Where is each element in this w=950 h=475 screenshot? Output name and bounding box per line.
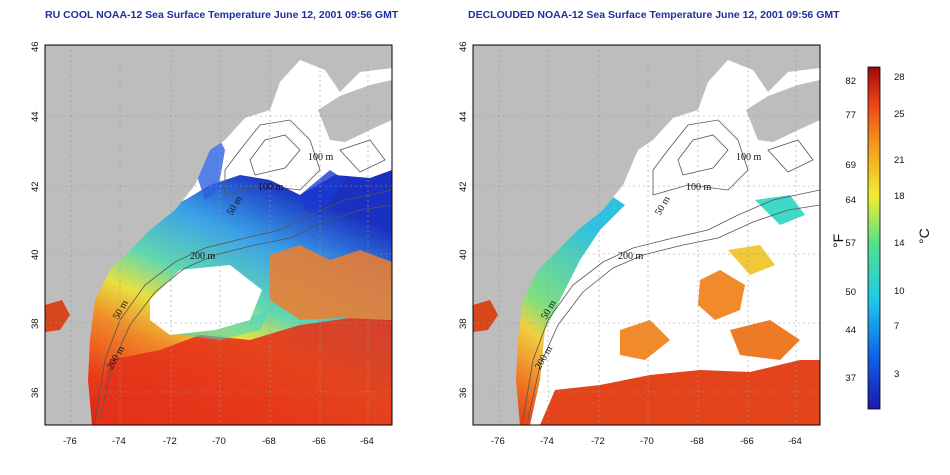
right-sst-warm-south [540, 360, 820, 425]
right-y-tick-label: 38 [458, 318, 469, 329]
left-grid [45, 45, 392, 425]
left-y-tick-label: 36 [30, 387, 41, 398]
left-x-tick-label: -72 [163, 436, 177, 447]
right-contour-label-100m-b: 100 m [686, 182, 712, 193]
left-contour-label-200m-a: 200 m [190, 251, 216, 262]
right-map-panel [473, 45, 820, 425]
right-bathymetry-contours [522, 119, 820, 421]
colorbar-c-tick: 14 [894, 238, 905, 249]
left-sst-orange-core [270, 245, 392, 320]
left-y-axis: 36 38 40 42 44 46 [30, 41, 41, 398]
colorbar-f-tick: 37 [845, 373, 856, 384]
left-y-tick-label: 42 [30, 181, 41, 192]
left-map-title: RU COOL NOAA-12 Sea Surface Temperature … [45, 9, 399, 21]
colorbar-celsius-unit: °C [916, 228, 932, 244]
colorbar-fahrenheit-unit: °F [830, 234, 846, 248]
colorbar-c-tick: 7 [894, 321, 899, 332]
right-land [473, 45, 820, 425]
left-x-tick-label: -76 [63, 436, 77, 447]
right-sst-yellow-patch [728, 245, 775, 275]
colorbar-c-tick: 28 [894, 72, 905, 83]
colorbar-f-tick: 44 [845, 325, 856, 336]
left-bathymetry-contours [94, 119, 392, 421]
right-nova-scotia [746, 80, 820, 142]
colorbar-gradient [867, 66, 881, 410]
colorbar: 82 77 69 64 57 50 44 37 28 25 21 18 14 1… [830, 66, 932, 410]
colorbar-f-tick: 57 [845, 238, 856, 249]
left-y-tick-label: 40 [30, 249, 41, 260]
left-y-tick-label: 38 [30, 318, 41, 329]
colorbar-f-tick: 69 [845, 160, 856, 171]
right-delmarva [473, 300, 498, 332]
colorbar-celsius-ticks: 28 25 21 18 14 10 7 3 [894, 72, 905, 380]
right-y-tick-label: 44 [458, 111, 469, 122]
right-sst-patch-a [698, 270, 745, 320]
left-contour-label-100m-a: 100 m [308, 152, 334, 163]
colorbar-c-tick: 25 [894, 109, 905, 120]
right-x-tick-label: -74 [540, 436, 554, 447]
right-x-tick-label: -66 [740, 436, 754, 447]
right-y-tick-label: 36 [458, 387, 469, 398]
right-contour-label-100m-a: 100 m [736, 152, 762, 163]
colorbar-c-tick: 21 [894, 155, 905, 166]
left-cold-shelf [195, 130, 225, 200]
right-grid [473, 45, 820, 425]
left-x-tick-label: -64 [360, 436, 374, 447]
right-x-tick-label: -72 [591, 436, 605, 447]
colorbar-f-tick: 64 [845, 195, 856, 206]
right-x-tick-label: -64 [788, 436, 802, 447]
left-x-tick-label: -68 [262, 436, 276, 447]
colorbar-c-tick: 10 [894, 286, 905, 297]
right-contour-label-200m-a: 200 m [618, 251, 644, 262]
left-x-tick-label: -66 [312, 436, 326, 447]
colorbar-fahrenheit-ticks: 82 77 69 64 57 50 44 37 [845, 76, 856, 384]
right-sst-patch-b [620, 320, 670, 360]
colorbar-c-tick: 3 [894, 369, 899, 380]
right-x-axis: -76 -74 -72 -70 -68 -66 -64 [491, 436, 802, 447]
left-x-tick-label: -70 [212, 436, 226, 447]
right-map-title: DECLOUDED NOAA-12 Sea Surface Temperatur… [468, 9, 840, 21]
right-x-tick-label: -70 [640, 436, 654, 447]
right-map-frame [472, 44, 821, 426]
right-y-tick-label: 46 [458, 41, 469, 52]
left-cold-patch [300, 170, 345, 215]
left-nova-scotia [318, 80, 392, 142]
colorbar-c-tick: 18 [894, 191, 905, 202]
colorbar-f-tick: 77 [845, 110, 856, 121]
left-map-frame [44, 44, 393, 426]
right-sst-patch-c [730, 320, 800, 360]
left-y-tick-label: 44 [30, 111, 41, 122]
right-y-axis: 36 38 40 42 44 46 [458, 41, 469, 398]
left-land [45, 45, 392, 425]
right-x-tick-label: -76 [491, 436, 505, 447]
colorbar-f-tick: 50 [845, 287, 856, 298]
left-x-tick-label: -74 [112, 436, 126, 447]
left-sst-warm-band [95, 318, 392, 425]
left-x-axis: -76 -74 -72 -70 -68 -66 -64 [63, 436, 374, 447]
left-cloud-blob [150, 265, 262, 335]
left-contour-label-100m-b: 100 m [258, 182, 284, 193]
left-map-panel [45, 45, 392, 425]
colorbar-f-tick: 82 [845, 76, 856, 87]
right-x-tick-label: -68 [690, 436, 704, 447]
left-delmarva [45, 300, 70, 332]
left-y-tick-label: 46 [30, 41, 41, 52]
right-y-tick-label: 40 [458, 249, 469, 260]
right-y-tick-label: 42 [458, 181, 469, 192]
